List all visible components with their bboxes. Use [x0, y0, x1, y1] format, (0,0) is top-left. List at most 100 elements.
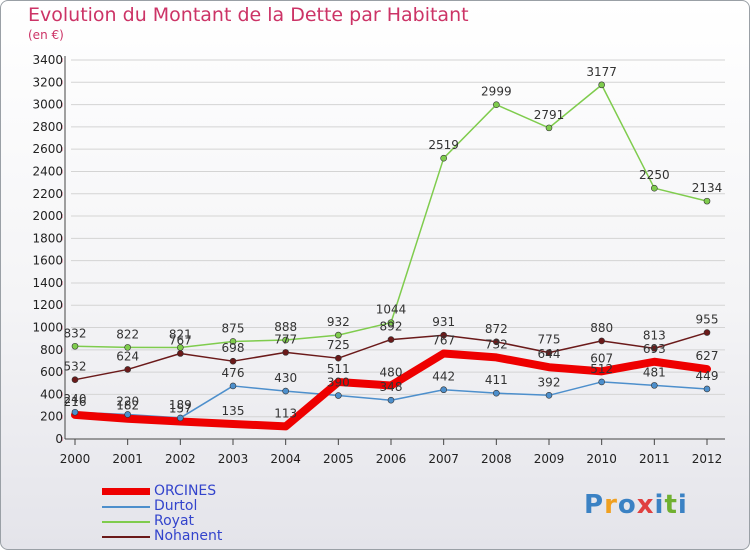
data-label-royat: 822 — [116, 327, 139, 341]
legend-label-nohanent: Nohanent — [154, 528, 223, 544]
data-label-orcines: 511 — [327, 362, 350, 376]
x-tick-label: 2000 — [60, 452, 91, 466]
x-tick-labels: 2000 2001 2002 2003 2004 2005 2006 2007 2008 2009… — [60, 452, 723, 466]
data-label-royat: 2134 — [692, 181, 723, 195]
data-label-royat: 821 — [169, 327, 192, 341]
data-label-durtol: 348 — [380, 380, 403, 394]
data-label-durtol: 430 — [274, 371, 297, 385]
data-point-durtol — [387, 396, 395, 404]
legend-label-durtol: Durtol — [154, 498, 198, 514]
data-label-orcines: 216 — [64, 395, 87, 409]
chart-title: Evolution du Montant de la Dette par Hab… — [28, 4, 469, 26]
legend-label-royat: Royat — [154, 513, 195, 529]
y-tick-label: 400 — [40, 387, 63, 401]
data-label-nohanent: 892 — [380, 320, 403, 334]
data-label-orcines: 693 — [643, 342, 666, 356]
series-line-orcines — [71, 349, 711, 431]
data-label-durtol: 189 — [169, 398, 192, 412]
data-point-nohanent — [282, 349, 289, 356]
data-label-royat: 875 — [222, 321, 245, 335]
grid-lines — [71, 59, 725, 440]
y-tick-label: 1800 — [32, 231, 63, 245]
y-tick-label: 2200 — [32, 187, 63, 201]
data-point-royat — [387, 319, 395, 326]
data-label-durtol: 449 — [696, 369, 719, 383]
data-point-nohanent — [71, 376, 79, 383]
data-point-nohanent — [177, 350, 184, 357]
data-point-nohanent — [229, 357, 237, 365]
data-label-orcines: 767 — [432, 334, 455, 348]
data-label-durtol: 392 — [538, 375, 561, 389]
data-point-royat — [282, 336, 289, 344]
data-point-durtol — [282, 387, 289, 395]
x-tick-label: 2007 — [428, 452, 459, 466]
data-point-nohanent — [335, 354, 342, 362]
data-labels: 832 822 821 875 888 932 1044 2519 2999 2791 3177 22… — [64, 65, 723, 421]
legend-swatch-orcines — [102, 488, 150, 495]
x-tick-label: 2003 — [218, 452, 249, 466]
y-tick-label: 1400 — [32, 276, 63, 290]
data-label-nohanent: 532 — [64, 360, 87, 374]
data-label-orcines: 480 — [380, 365, 403, 379]
data-label-nohanent: 725 — [327, 338, 350, 352]
y-tick-label: 1000 — [32, 321, 63, 335]
data-point-royat — [545, 124, 553, 132]
data-label-orcines: 627 — [696, 349, 719, 363]
data-point-durtol — [229, 382, 237, 390]
data-label-nohanent: 931 — [432, 315, 455, 329]
data-label-orcines: 157 — [169, 401, 192, 415]
data-point-durtol — [124, 411, 131, 418]
data-point-nohanent — [651, 345, 658, 352]
data-label-nohanent: 955 — [696, 313, 719, 327]
y-tick-label: 200 — [40, 410, 63, 424]
data-point-durtol — [71, 408, 79, 416]
y-tick-labels: 0 200 400 600 800 1000 1200 1400 1600 1800 2000 220… — [32, 53, 63, 446]
data-label-durtol: 481 — [643, 365, 666, 379]
data-point-nohanent — [598, 337, 605, 345]
y-tick-label: 3000 — [32, 98, 63, 112]
data-point-royat — [335, 331, 342, 339]
x-tick-label: 2002 — [165, 452, 196, 466]
legend-label-orcines: ORCINES — [154, 483, 217, 499]
data-label-royat: 2519 — [428, 138, 459, 152]
data-label-nohanent: 624 — [116, 349, 139, 363]
data-point-nohanent — [387, 336, 395, 343]
x-tick-label: 2001 — [112, 452, 143, 466]
data-point-durtol — [703, 385, 711, 393]
axes — [61, 56, 725, 445]
data-label-durtol: 220 — [116, 394, 139, 408]
data-point-nohanent — [493, 338, 500, 346]
y-tick-label: 2800 — [32, 120, 63, 134]
x-tick-label: 2010 — [586, 452, 617, 466]
x-tick-label: 2011 — [639, 452, 670, 466]
data-label-royat: 832 — [64, 326, 87, 340]
data-label-royat: 888 — [274, 320, 297, 334]
data-point-royat — [703, 197, 711, 205]
data-point-durtol — [335, 392, 342, 399]
y-tick-label: 1200 — [32, 298, 63, 312]
data-label-orcines: 644 — [538, 347, 561, 361]
data-point-durtol — [440, 386, 447, 394]
x-tick-label: 2008 — [481, 452, 512, 466]
data-label-orcines: 113 — [274, 406, 297, 420]
data-label-nohanent: 767 — [169, 334, 192, 348]
data-label-nohanent: 775 — [538, 333, 561, 347]
data-label-durtol: 512 — [590, 362, 613, 376]
data-point-durtol — [598, 378, 605, 386]
chart-subtitle: (en €) — [28, 28, 64, 42]
data-label-nohanent: 698 — [222, 341, 245, 355]
y-tick-label: 2600 — [32, 142, 63, 156]
x-tick-label: 2006 — [376, 452, 407, 466]
data-point-royat — [651, 184, 658, 192]
data-point-royat — [598, 81, 605, 89]
x-tick-label: 2009 — [534, 452, 565, 466]
data-point-royat — [229, 338, 237, 345]
data-label-royat: 1044 — [376, 303, 407, 317]
data-point-nohanent — [703, 329, 711, 336]
data-point-royat — [124, 344, 131, 351]
data-label-royat: 2250 — [639, 168, 670, 182]
data-point-durtol — [545, 392, 553, 399]
data-label-royat: 3177 — [586, 65, 617, 79]
